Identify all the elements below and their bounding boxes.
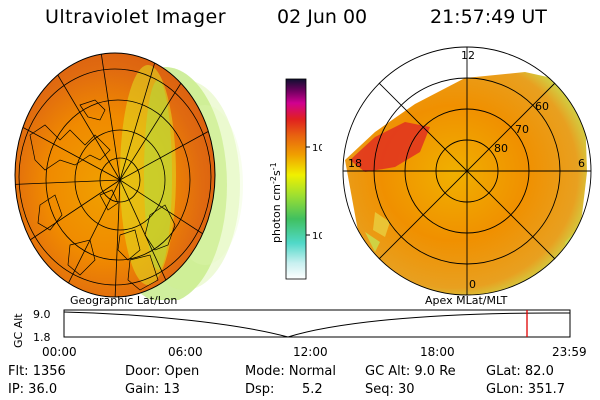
- time-label: 21:57:49 UT: [430, 6, 547, 28]
- ytick-1.8: 1.8: [33, 331, 51, 344]
- glat-value: GLat: 82.0: [486, 364, 554, 379]
- mlt-label-0: 0: [469, 278, 476, 291]
- mode-value: Mode: Normal: [245, 364, 336, 379]
- mlat-label-70: 70: [515, 123, 529, 136]
- magnetic-polar-plot: 12 18 6 0 60 70 80: [342, 46, 592, 296]
- date-label: 02 Jun 00: [277, 6, 368, 28]
- glon-value: GLon: 351.7: [486, 382, 566, 397]
- xtick-1800: 18:00: [420, 345, 455, 359]
- ip-value: IP: 36.0: [8, 382, 58, 397]
- colorbar-tick-10: 10: [312, 231, 322, 242]
- globe-disk: [15, 53, 215, 297]
- gc-alt-ylabel: GC Alt: [12, 313, 25, 348]
- dsp-value: 5.2: [302, 382, 323, 397]
- gc-alt-value: GC Alt: 9.0 Re: [365, 364, 456, 379]
- app-title: Ultraviolet Imager: [45, 6, 227, 28]
- polar-grid: [342, 46, 592, 296]
- coastlines: [29, 99, 176, 291]
- colorbar-unit-label: photon cm-2s-1: [269, 162, 283, 243]
- dsp-label: Dsp:: [245, 382, 275, 397]
- plot-frame: [63, 309, 571, 338]
- mlat-label-60: 60: [535, 100, 549, 113]
- colorbar: 100 10 photon cm-2s-1: [269, 78, 322, 280]
- gain-value: Gain: 13: [125, 382, 180, 397]
- xtick-1200: 12:00: [293, 345, 328, 359]
- mlat-label-80: 80: [494, 142, 508, 155]
- mlt-label-12: 12: [461, 49, 475, 62]
- geographic-image: [14, 52, 243, 300]
- xtick-0600: 06:00: [168, 345, 203, 359]
- apex-label: Apex MLat/MLT: [425, 294, 508, 307]
- mlt-label-18: 18: [348, 157, 362, 170]
- sequence-value: Seq: 30: [365, 382, 415, 397]
- mlt-label-6: 6: [578, 157, 585, 170]
- xtick-2359: 23:59: [552, 345, 587, 359]
- ytick-9: 9.0: [33, 308, 51, 321]
- colorbar-tick-100: 100: [312, 143, 322, 154]
- altitude-curve: [63, 311, 571, 338]
- door-status: Door: Open: [125, 364, 200, 379]
- flight-number: Flt: 1356: [8, 364, 66, 379]
- xtick-0000: 00:00: [42, 345, 77, 359]
- geographic-label: Geographic Lat/Lon: [70, 294, 177, 307]
- altitude-timeline: Geographic Lat/Lon Apex MLat/MLT GC Alt …: [12, 294, 587, 359]
